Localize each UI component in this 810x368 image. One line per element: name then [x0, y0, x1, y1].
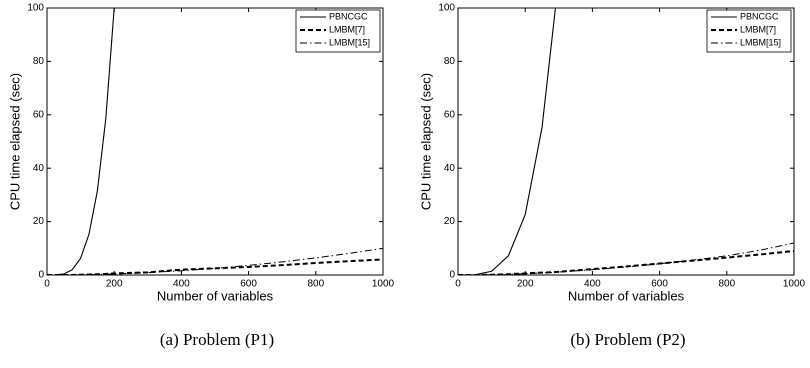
legend-label: LMBM[7] [740, 24, 776, 34]
x-tick-label: 200 [517, 279, 534, 290]
x-tick-label: 1000 [783, 279, 806, 290]
legend-label: LMBM[7] [329, 24, 365, 34]
legend: PBNCGC LMBM[7] LMBM[15] [706, 9, 792, 53]
y-tick-label: 80 [33, 56, 45, 67]
x-tick-label: 400 [173, 279, 190, 290]
x-tick-label: 800 [307, 279, 324, 290]
y-axis-title: CPU time elapsed (sec) [418, 73, 433, 210]
y-tick-label: 80 [444, 56, 456, 67]
y-tick-label: 40 [444, 163, 456, 174]
legend-label: PBNCGC [740, 11, 779, 21]
y-tick-label: 100 [27, 3, 44, 14]
x-tick-label: 200 [106, 279, 123, 290]
y-tick-label: 100 [438, 3, 455, 14]
y-tick-label: 0 [38, 270, 44, 281]
x-tick-label: 400 [584, 279, 601, 290]
legend-label: PBNCGC [329, 11, 368, 21]
y-tick-label: 60 [33, 109, 45, 120]
lines [458, 8, 794, 275]
legend-label: LMBM[15] [740, 37, 781, 47]
series-line [458, 249, 794, 275]
x-axis-title: Number of variables [568, 288, 685, 303]
y-tick-label: 60 [444, 109, 456, 120]
x-tick-label: 1000 [372, 279, 395, 290]
y-axis-title: CPU time elapsed (sec) [7, 73, 22, 210]
y-tick-label: 20 [444, 216, 456, 227]
caption: (a) Problem (P1) [160, 330, 274, 349]
x-tick-label: 0 [44, 279, 50, 290]
x-tick-label: 800 [718, 279, 735, 290]
series-line [47, 258, 383, 275]
x-tick-label: 0 [455, 279, 461, 290]
series-line [47, 247, 383, 275]
series-line [458, 242, 794, 275]
x-tick-label: 600 [651, 279, 668, 290]
legend: PBNCGC LMBM[7] LMBM[15] [295, 9, 381, 53]
caption: (b) Problem (P2) [570, 330, 685, 349]
y-tick-label: 20 [33, 216, 45, 227]
y-tick-label: 40 [33, 163, 45, 174]
plot-area [457, 7, 795, 276]
lines [47, 8, 383, 275]
y-tick-label: 0 [449, 270, 455, 281]
x-axis-title: Number of variables [157, 288, 274, 303]
x-tick-label: 600 [240, 279, 257, 290]
legend-label: LMBM[15] [329, 37, 370, 47]
